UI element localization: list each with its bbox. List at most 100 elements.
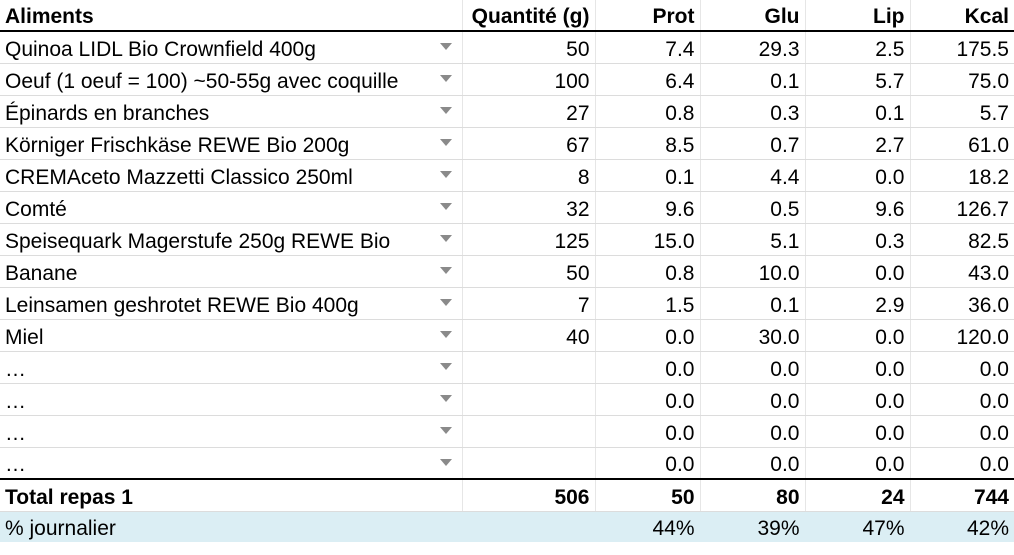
percent-qty-cell[interactable]	[462, 511, 596, 542]
kcal-cell[interactable]: 5.7	[910, 95, 1014, 128]
total-label[interactable]: Total repas 1	[0, 478, 463, 512]
food-select-cell[interactable]: Körniger Frischkäse REWE Bio 200g	[0, 127, 463, 160]
glu-cell[interactable]: 0.0	[700, 351, 806, 384]
kcal-cell[interactable]: 0.0	[910, 447, 1014, 480]
glu-cell[interactable]: 0.0	[700, 383, 806, 416]
glu-cell[interactable]: 0.1	[700, 287, 806, 320]
qty-cell[interactable]	[462, 415, 596, 448]
glu-cell[interactable]: 0.0	[700, 415, 806, 448]
prot-cell[interactable]: 6.4	[595, 63, 701, 96]
kcal-cell[interactable]: 36.0	[910, 287, 1014, 320]
prot-cell[interactable]: 15.0	[595, 223, 701, 256]
food-select-cell[interactable]: Speisequark Magerstufe 250g REWE Bio	[0, 223, 463, 256]
header-lip[interactable]: Lip	[805, 0, 911, 32]
prot-cell[interactable]: 0.1	[595, 159, 701, 192]
chevron-down-icon[interactable]	[439, 394, 452, 402]
lip-cell[interactable]: 0.0	[805, 255, 911, 288]
lip-cell[interactable]: 9.6	[805, 191, 911, 224]
food-select-cell[interactable]: …	[0, 351, 463, 384]
food-select-cell[interactable]: Comté	[0, 191, 463, 224]
glu-cell[interactable]: 5.1	[700, 223, 806, 256]
chevron-down-icon[interactable]	[439, 426, 452, 434]
prot-cell[interactable]: 0.8	[595, 255, 701, 288]
qty-cell[interactable]: 67	[462, 127, 596, 160]
kcal-cell[interactable]: 126.7	[910, 191, 1014, 224]
qty-cell[interactable]: 7	[462, 287, 596, 320]
chevron-down-icon[interactable]	[439, 330, 452, 338]
percent-lip-cell[interactable]: 47%	[805, 511, 911, 542]
kcal-cell[interactable]: 0.0	[910, 351, 1014, 384]
chevron-down-icon[interactable]	[439, 458, 452, 466]
lip-cell[interactable]: 0.0	[805, 159, 911, 192]
qty-cell[interactable]: 50	[462, 31, 596, 64]
prot-cell[interactable]: 0.0	[595, 319, 701, 352]
chevron-down-icon[interactable]	[439, 266, 452, 274]
lip-cell[interactable]: 2.9	[805, 287, 911, 320]
qty-cell[interactable]	[462, 447, 596, 480]
qty-cell[interactable]: 50	[462, 255, 596, 288]
percent-label[interactable]: % journalier	[0, 511, 463, 542]
lip-cell[interactable]: 0.1	[805, 95, 911, 128]
total-lip-cell[interactable]: 24	[805, 478, 911, 512]
glu-cell[interactable]: 0.7	[700, 127, 806, 160]
header-kcal[interactable]: Kcal	[910, 0, 1014, 32]
food-select-cell[interactable]: …	[0, 447, 463, 480]
lip-cell[interactable]: 0.0	[805, 447, 911, 480]
lip-cell[interactable]: 2.5	[805, 31, 911, 64]
qty-cell[interactable]	[462, 351, 596, 384]
glu-cell[interactable]: 29.3	[700, 31, 806, 64]
prot-cell[interactable]: 1.5	[595, 287, 701, 320]
kcal-cell[interactable]: 18.2	[910, 159, 1014, 192]
chevron-down-icon[interactable]	[439, 170, 452, 178]
lip-cell[interactable]: 0.0	[805, 383, 911, 416]
kcal-cell[interactable]: 0.0	[910, 415, 1014, 448]
qty-cell[interactable]: 27	[462, 95, 596, 128]
kcal-cell[interactable]: 175.5	[910, 31, 1014, 64]
chevron-down-icon[interactable]	[439, 298, 452, 306]
chevron-down-icon[interactable]	[439, 202, 452, 210]
food-select-cell[interactable]: CREMAceto Mazzetti Classico 250ml	[0, 159, 463, 192]
glu-cell[interactable]: 10.0	[700, 255, 806, 288]
food-select-cell[interactable]: Banane	[0, 255, 463, 288]
lip-cell[interactable]: 0.0	[805, 351, 911, 384]
chevron-down-icon[interactable]	[439, 106, 452, 114]
prot-cell[interactable]: 9.6	[595, 191, 701, 224]
glu-cell[interactable]: 0.0	[700, 447, 806, 480]
qty-cell[interactable]: 8	[462, 159, 596, 192]
kcal-cell[interactable]: 61.0	[910, 127, 1014, 160]
kcal-cell[interactable]: 43.0	[910, 255, 1014, 288]
header-prot[interactable]: Prot	[595, 0, 701, 32]
prot-cell[interactable]: 0.0	[595, 447, 701, 480]
chevron-down-icon[interactable]	[439, 234, 452, 242]
prot-cell[interactable]: 8.5	[595, 127, 701, 160]
lip-cell[interactable]: 2.7	[805, 127, 911, 160]
kcal-cell[interactable]: 0.0	[910, 383, 1014, 416]
total-kcal-cell[interactable]: 744	[910, 478, 1014, 512]
food-select-cell[interactable]: …	[0, 415, 463, 448]
total-qty-cell[interactable]: 506	[462, 478, 596, 512]
header-aliments[interactable]: Aliments	[0, 0, 463, 32]
percent-prot-cell[interactable]: 44%	[595, 511, 701, 542]
lip-cell[interactable]: 0.0	[805, 319, 911, 352]
glu-cell[interactable]: 4.4	[700, 159, 806, 192]
chevron-down-icon[interactable]	[439, 138, 452, 146]
lip-cell[interactable]: 0.0	[805, 415, 911, 448]
total-glu-cell[interactable]: 80	[700, 478, 806, 512]
food-select-cell[interactable]: Leinsamen geshrotet REWE Bio 400g	[0, 287, 463, 320]
glu-cell[interactable]: 0.1	[700, 63, 806, 96]
qty-cell[interactable]: 125	[462, 223, 596, 256]
prot-cell[interactable]: 0.0	[595, 415, 701, 448]
prot-cell[interactable]: 0.8	[595, 95, 701, 128]
header-quantite[interactable]: Quantité (g)	[462, 0, 596, 32]
food-select-cell[interactable]: Épinards en branches	[0, 95, 463, 128]
percent-kcal-cell[interactable]: 42%	[910, 511, 1014, 542]
qty-cell[interactable]: 40	[462, 319, 596, 352]
qty-cell[interactable]: 100	[462, 63, 596, 96]
kcal-cell[interactable]: 75.0	[910, 63, 1014, 96]
prot-cell[interactable]: 0.0	[595, 383, 701, 416]
prot-cell[interactable]: 0.0	[595, 351, 701, 384]
food-select-cell[interactable]: Miel	[0, 319, 463, 352]
lip-cell[interactable]: 5.7	[805, 63, 911, 96]
food-select-cell[interactable]: Quinoa LIDL Bio Crownfield 400g	[0, 31, 463, 64]
kcal-cell[interactable]: 82.5	[910, 223, 1014, 256]
